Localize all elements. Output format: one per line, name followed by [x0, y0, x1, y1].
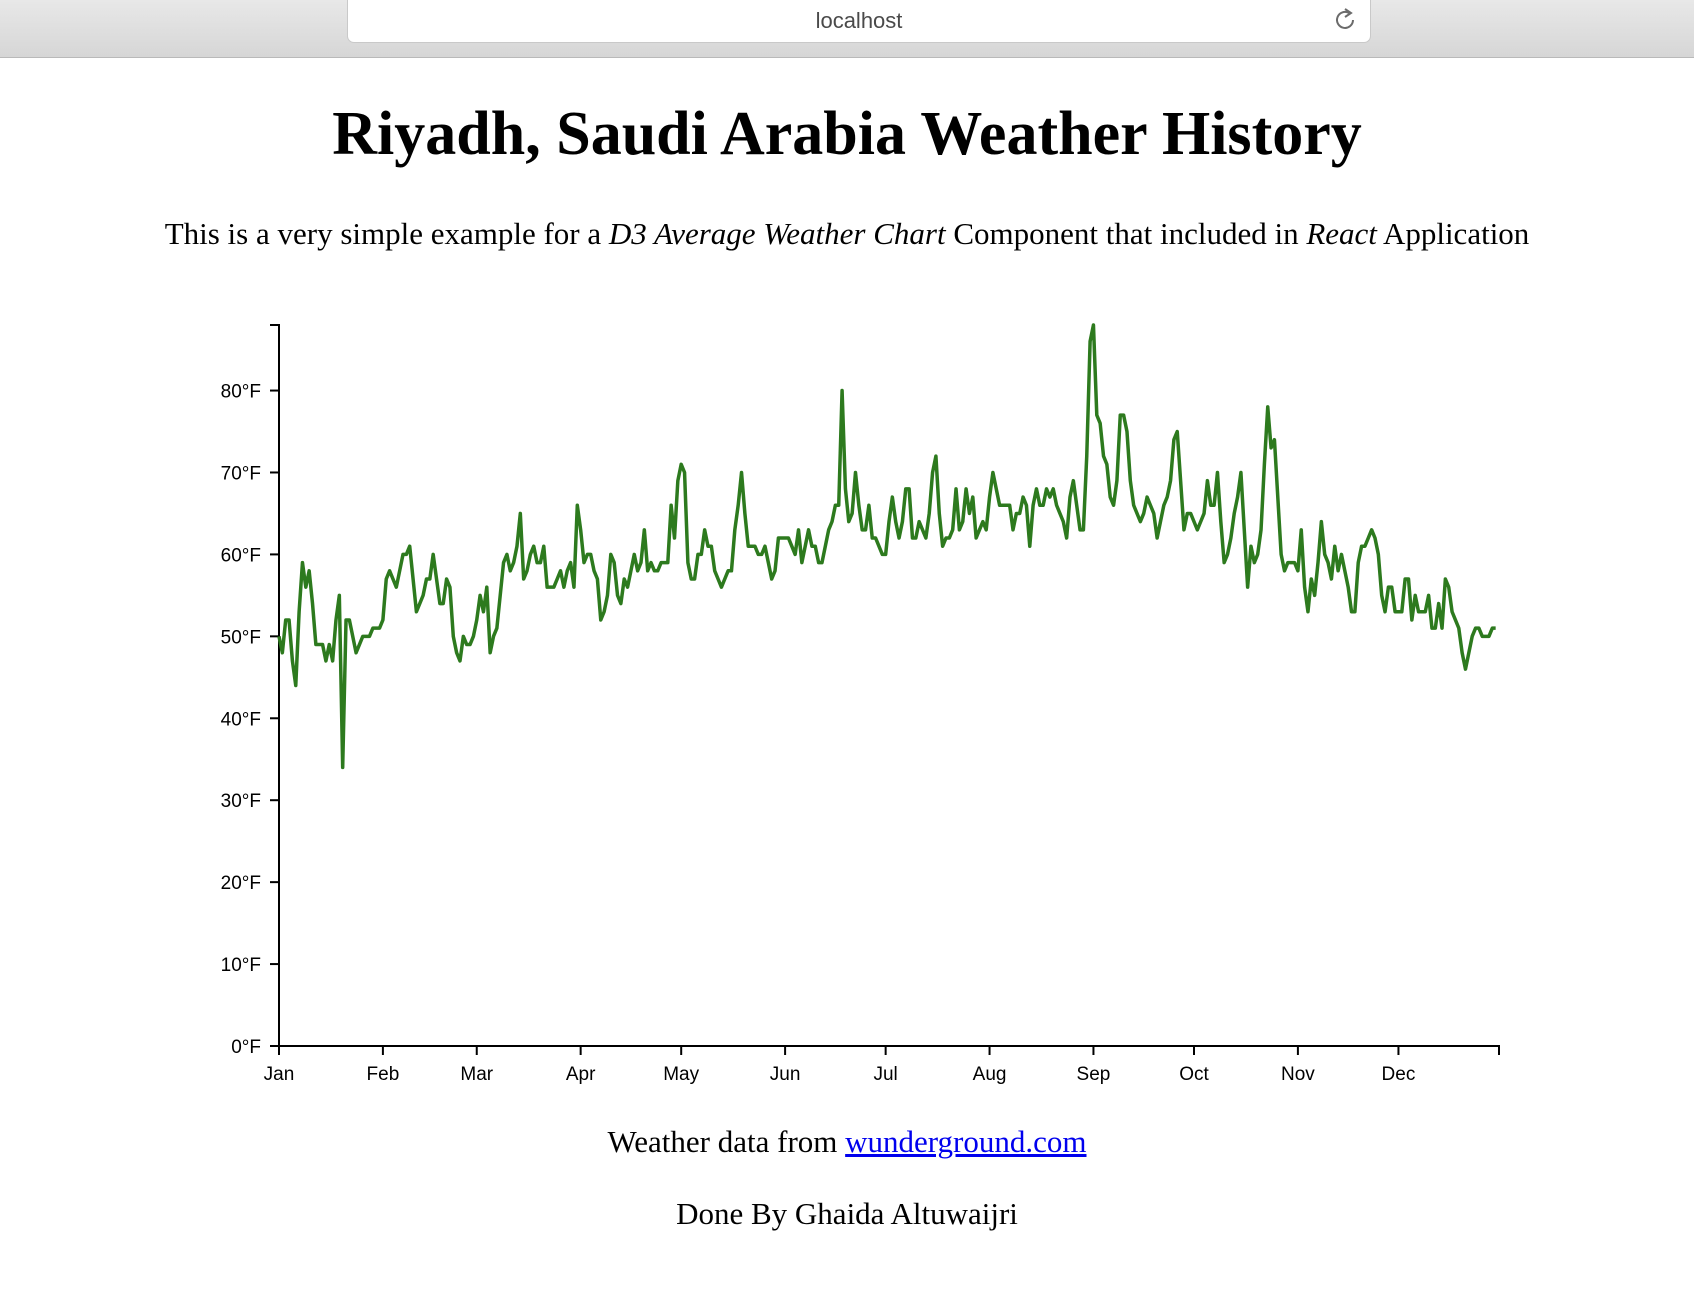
- data-source-credit: Weather data from wunderground.com: [0, 1124, 1694, 1160]
- x-tick-label: Apr: [566, 1064, 596, 1085]
- page-subtitle: This is a very simple example for a D3 A…: [0, 215, 1694, 252]
- y-tick-label: 50°F: [221, 627, 261, 648]
- y-tick-label: 70°F: [221, 463, 261, 484]
- wunderground-link[interactable]: wunderground.com: [845, 1124, 1087, 1159]
- y-tick-label: 10°F: [221, 955, 261, 976]
- x-tick-label: Jul: [873, 1064, 897, 1085]
- y-tick-label: 60°F: [221, 545, 261, 566]
- x-tick-label: May: [663, 1064, 699, 1085]
- x-tick-label: Sep: [1077, 1064, 1111, 1085]
- x-tick-label: Dec: [1382, 1064, 1416, 1085]
- subtitle-text-2: Component that included in: [945, 216, 1307, 251]
- subtitle-framework-name: React: [1306, 216, 1377, 251]
- x-tick-label: Nov: [1281, 1064, 1315, 1085]
- y-tick-label: 20°F: [221, 873, 261, 894]
- weather-chart: 0°F 10°F 20°F 30°F 40°F 50°F 60°F 70°F 80°F Jan Fe…: [221, 323, 1500, 1085]
- x-tick-label: Oct: [1179, 1064, 1209, 1085]
- y-tick-label: 0°F: [231, 1037, 261, 1058]
- reload-icon[interactable]: [1332, 7, 1358, 33]
- x-axis-line: [278, 1045, 1500, 1055]
- y-axis-line: [270, 324, 280, 1046]
- y-tick-label: 30°F: [221, 791, 261, 812]
- data-source-label: Weather data from: [607, 1124, 846, 1159]
- x-tick-label: Feb: [367, 1064, 400, 1085]
- x-tick-label: Aug: [973, 1064, 1007, 1085]
- subtitle-text-3: Application: [1376, 216, 1530, 251]
- browser-toolbar: localhost: [0, 0, 1694, 58]
- y-tick-label: 40°F: [221, 709, 261, 730]
- page-title: Riyadh, Saudi Arabia Weather History: [332, 100, 1362, 168]
- x-tick-label: Jun: [770, 1064, 801, 1085]
- x-tick-label: Jan: [264, 1064, 295, 1085]
- subtitle-text-1: This is a very simple example for a: [164, 216, 609, 251]
- y-tick-label: 80°F: [221, 382, 261, 403]
- address-text[interactable]: localhost: [815, 8, 903, 33]
- subtitle-chart-name: D3 Average Weather Chart: [608, 216, 946, 251]
- address-bar[interactable]: localhost: [347, 0, 1371, 43]
- author-credit: Done By Ghaida Altuwaijri: [676, 1196, 1018, 1231]
- temperature-line: [277, 323, 1496, 770]
- x-tick-label: Mar: [460, 1064, 493, 1085]
